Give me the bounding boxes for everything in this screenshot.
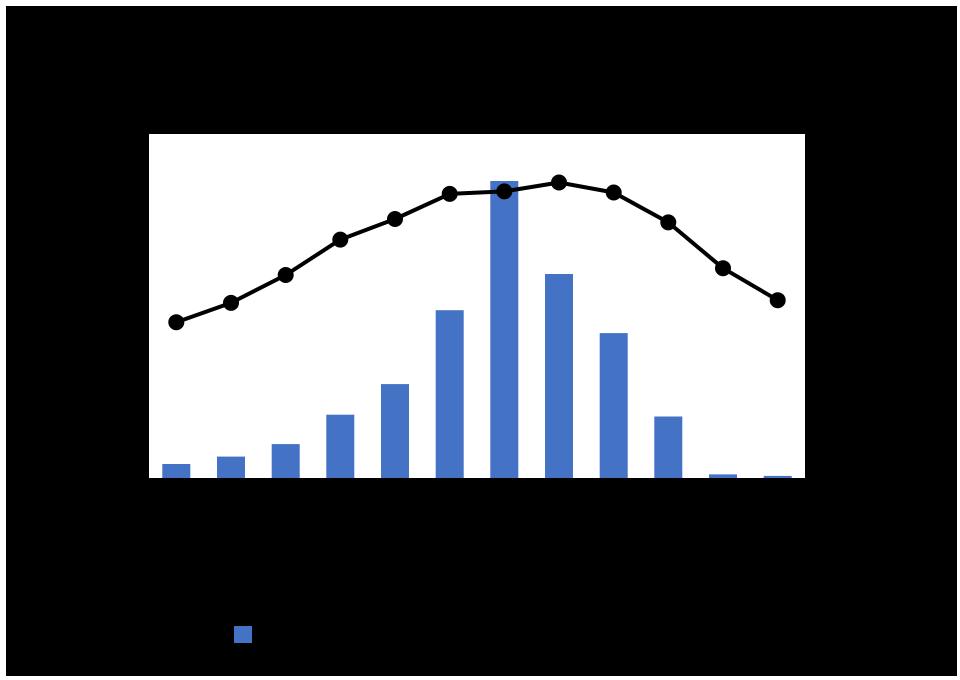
line-point-10: [660, 214, 677, 231]
line-series-markers: [168, 174, 786, 331]
legend-swatch-bars: [234, 626, 252, 643]
chart-frame: [6, 6, 957, 676]
line-point-5: [387, 211, 403, 227]
bar-8: [545, 274, 573, 478]
combo-chart: [149, 134, 805, 478]
bar-12: [763, 475, 792, 478]
bar-2: [217, 456, 245, 478]
line-series-path: [174, 180, 780, 325]
line-point-9: [605, 184, 622, 201]
line-point-4: [332, 231, 349, 248]
bar-5: [381, 384, 409, 478]
bar-10: [654, 416, 683, 478]
bar-6: [435, 310, 464, 478]
line-point-8: [551, 174, 567, 191]
bar-1: [162, 464, 191, 478]
bar-series: [162, 181, 792, 478]
bar-7: [490, 181, 519, 478]
legend: [234, 626, 260, 643]
line-point-12: [769, 292, 786, 309]
bar-4: [326, 414, 355, 478]
bar-11: [709, 474, 737, 478]
line-point-7: [496, 183, 513, 200]
line-point-3: [277, 267, 294, 283]
line-point-6: [441, 185, 458, 202]
line-point-1: [168, 314, 185, 331]
bar-9: [599, 333, 628, 478]
line-point-11: [715, 260, 731, 277]
plot-area: [149, 134, 805, 478]
line-point-2: [223, 294, 239, 311]
bar-3: [271, 444, 300, 478]
